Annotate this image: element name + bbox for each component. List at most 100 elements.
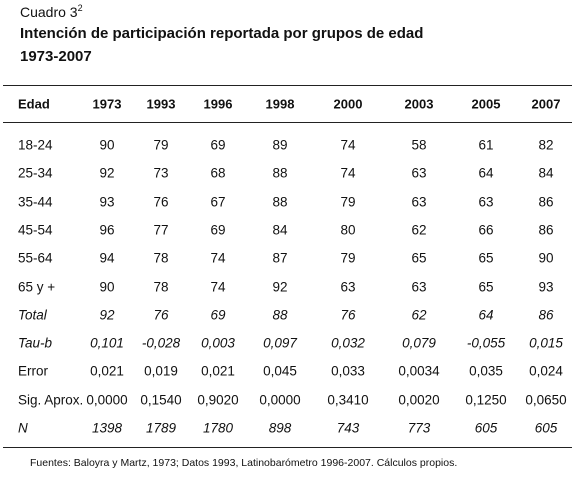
table-cell: 88 — [272, 165, 288, 181]
table-cell: 89 — [272, 137, 288, 153]
table-cell: 0,3410 — [327, 392, 369, 408]
table-cell: 0,097 — [263, 335, 297, 351]
table-cell: 79 — [340, 250, 356, 266]
table-cell: 86 — [538, 307, 554, 323]
table-cell: 0,045 — [263, 363, 297, 379]
row-label: Total — [18, 307, 47, 323]
table-cell: 65 — [478, 279, 494, 294]
table-cell: 78 — [153, 279, 169, 294]
table-cell: 62 — [411, 222, 427, 238]
label-superscript: 2 — [77, 3, 83, 13]
table-cell: 0,079 — [402, 335, 436, 351]
row-label: Tau-b — [18, 335, 53, 351]
table-cell: 0,0020 — [398, 392, 440, 408]
table-cell: 0,003 — [201, 335, 235, 351]
table-cell: 74 — [340, 137, 356, 153]
table-cell: 0,032 — [331, 335, 365, 351]
row-label: Sig. Aprox. — [18, 392, 84, 408]
table-cell: 63 — [411, 194, 427, 210]
table-cell: 93 — [99, 194, 115, 210]
table-cell: 1789 — [145, 420, 177, 436]
table-cell: 773 — [407, 420, 431, 436]
table-cell: 87 — [272, 250, 288, 266]
table-cell: 84 — [272, 222, 288, 238]
top-rule — [3, 85, 572, 86]
table-cell: 86 — [538, 194, 554, 210]
table-cell: 80 — [340, 222, 356, 238]
column-header: 2003 — [404, 96, 434, 112]
table-cell: 69 — [210, 222, 226, 238]
table-cell: 63 — [411, 165, 427, 181]
table-cell: 0,1540 — [140, 392, 182, 408]
table-subtitle: 1973-2007 — [20, 48, 92, 65]
table-cell: 74 — [210, 279, 226, 294]
table-cell: 93 — [538, 279, 554, 294]
table-cell: -0,028 — [141, 335, 181, 351]
table-cell: 0,019 — [144, 363, 178, 379]
table-cell: 0,021 — [90, 363, 124, 379]
table-cell: 74 — [210, 250, 226, 266]
label-text: Cuadro 3 — [20, 4, 78, 20]
table-cell: 76 — [153, 307, 169, 323]
table-cell: 64 — [478, 165, 494, 181]
table-cell: 92 — [99, 165, 115, 181]
table-cell: 0,015 — [529, 335, 563, 351]
table-cell: 90 — [538, 250, 554, 266]
column-header: 2007 — [531, 96, 561, 112]
column-header: Edad — [18, 96, 50, 112]
table-cell: 63 — [340, 279, 356, 294]
table-cell: 0,033 — [331, 363, 365, 379]
table-cell: 0,021 — [201, 363, 235, 379]
table-cell: 90 — [99, 279, 115, 294]
column-header: 1998 — [265, 96, 295, 112]
table-cell: 79 — [340, 194, 356, 210]
table-cell: 68 — [210, 165, 226, 181]
table-cell: 94 — [99, 250, 115, 266]
table-cell: 76 — [340, 307, 356, 323]
column-header: 1993 — [146, 96, 176, 112]
table-cell: 96 — [99, 222, 115, 238]
header-rule — [3, 122, 572, 123]
table-cell: 65 — [478, 250, 494, 266]
column-header: 1996 — [203, 96, 233, 112]
column-header: 1973 — [92, 96, 122, 112]
table-cell: 743 — [336, 420, 360, 436]
table-cell: 1398 — [91, 420, 123, 436]
table-cell: 88 — [272, 194, 288, 210]
table-cell: 86 — [538, 222, 554, 238]
row-label: 25-34 — [18, 165, 53, 181]
table-cell: 77 — [153, 222, 169, 238]
table-cell: 90 — [99, 137, 115, 153]
table-cell: 78 — [153, 250, 169, 266]
row-label: 65 y + — [18, 279, 56, 294]
row-label: 18-24 — [18, 137, 53, 153]
column-header: 2005 — [471, 96, 501, 112]
table-title: Intención de participación reportada por… — [20, 25, 424, 42]
table-cell: 92 — [272, 279, 288, 294]
row-label: 45-54 — [18, 222, 53, 238]
bottom-rule — [3, 447, 572, 448]
row-label: 35-44 — [18, 194, 53, 210]
table-cell: 0,035 — [469, 363, 503, 379]
table-cell: 63 — [411, 279, 427, 294]
row-label: Error — [18, 363, 48, 379]
table-cell: -0,055 — [466, 335, 506, 351]
table-cell: 66 — [478, 222, 494, 238]
table-cell: 58 — [411, 137, 427, 153]
table-cell: 69 — [210, 137, 226, 153]
table-cell: 73 — [153, 165, 169, 181]
column-header: 2000 — [333, 96, 363, 112]
footnote: Fuentes: Baloyra y Martz, 1973; Datos 19… — [30, 457, 458, 469]
table-cell: 74 — [340, 165, 356, 181]
table-cell: 605 — [474, 420, 498, 436]
table-cell: 76 — [153, 194, 169, 210]
row-label: N — [18, 420, 28, 436]
table-cell: 898 — [268, 420, 292, 436]
table-cell: 0,101 — [90, 335, 124, 351]
table-cell: 82 — [538, 137, 554, 153]
table-cell: 64 — [478, 307, 494, 323]
table-cell: 61 — [478, 137, 494, 153]
table-cell: 0,024 — [529, 363, 563, 379]
